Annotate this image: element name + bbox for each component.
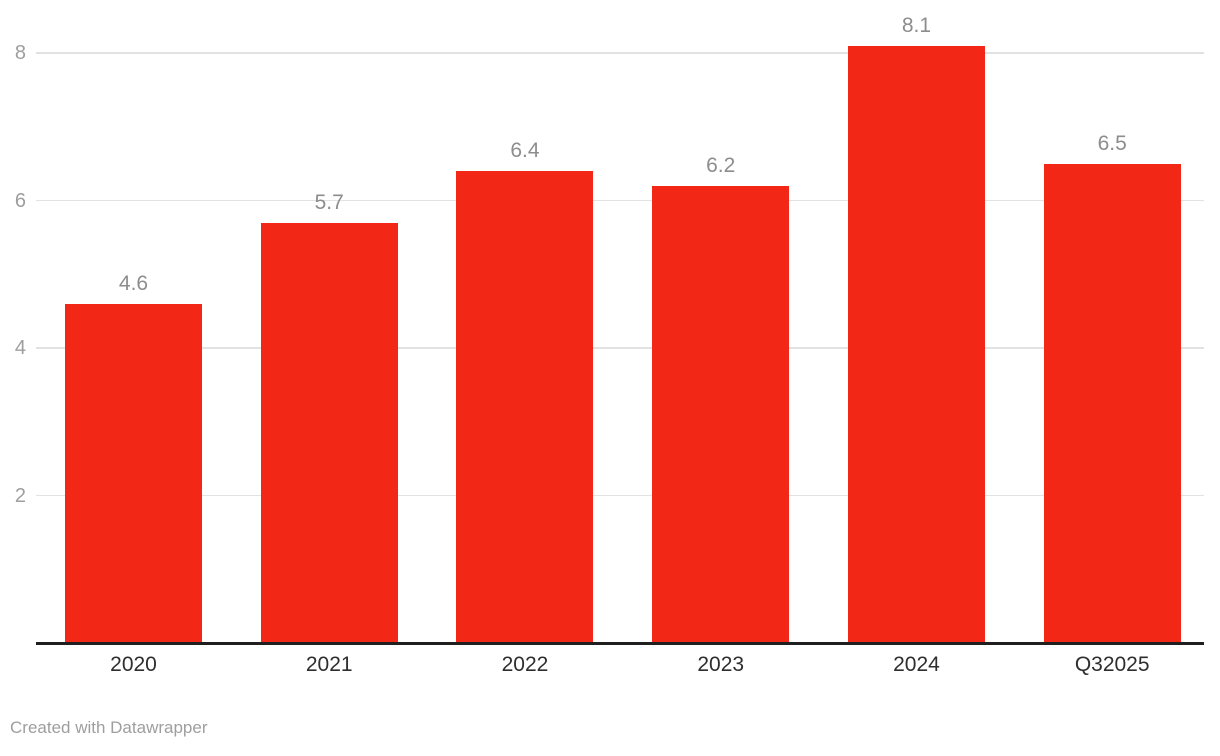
datawrapper-attribution: Created with Datawrapper xyxy=(10,718,208,737)
x-axis-line xyxy=(36,641,1204,645)
value-label-2020: 4.6 xyxy=(118,271,149,295)
y-axis-tick-label: 6 xyxy=(14,189,26,212)
gridline-y-6 xyxy=(36,199,1204,202)
value-label-2023: 6.2 xyxy=(706,153,736,177)
bar-2021 xyxy=(260,222,398,643)
bar-Q32025 xyxy=(1043,163,1181,643)
value-label-Q32025: 6.5 xyxy=(1097,131,1127,155)
x-axis-tick-label-2023: 2023 xyxy=(697,653,745,676)
gridline-y-2 xyxy=(36,494,1204,497)
value-label-2021: 5.7 xyxy=(314,190,344,214)
x-axis-tick-label-2022: 2022 xyxy=(501,653,549,676)
y-axis-tick-label: 2 xyxy=(14,484,26,507)
x-axis-tick-label-2024: 2024 xyxy=(893,653,940,676)
bar-2022 xyxy=(456,171,594,643)
bar-2023 xyxy=(652,185,790,643)
gridline-y-8 xyxy=(36,52,1204,54)
x-axis-tick-label-Q32025: Q32025 xyxy=(1074,653,1150,676)
x-axis-tick-label-2021: 2021 xyxy=(305,653,353,676)
value-label-2022: 6.4 xyxy=(510,139,540,162)
y-axis-tick-label: 8 xyxy=(14,42,26,64)
x-axis-tick-label-2020: 2020 xyxy=(110,653,157,676)
gridline-y-4 xyxy=(36,347,1204,349)
bar-2024 xyxy=(847,45,985,643)
bar-2020 xyxy=(65,303,202,643)
value-label-2024: 8.1 xyxy=(901,13,932,37)
y-axis-tick-label: 4 xyxy=(14,337,26,359)
